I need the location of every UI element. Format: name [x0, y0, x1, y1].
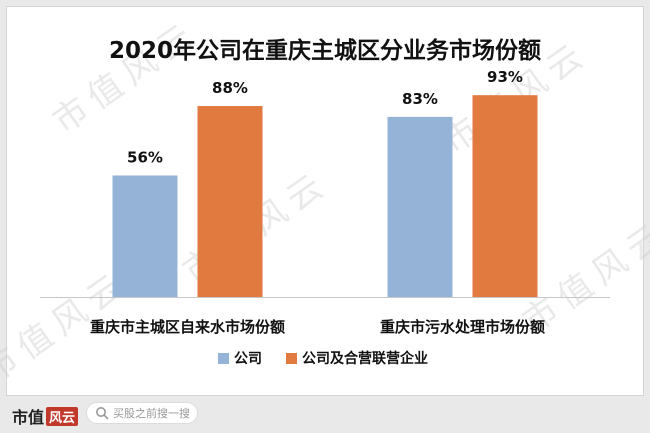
- x-tick-label-1: 重庆市污水处理市场份额: [380, 318, 545, 336]
- legend-label-0: 公司: [234, 351, 262, 367]
- footer: 市值 风云 买股之前搜一搜: [0, 398, 650, 433]
- bar-0-0: [112, 175, 178, 297]
- data-label-0-1: 83%: [402, 90, 438, 108]
- data-label-0-0: 56%: [127, 148, 163, 166]
- search-icon: [96, 407, 109, 420]
- data-label-1-0: 88%: [212, 79, 248, 97]
- bar-1-1: [472, 95, 538, 297]
- chart-card: [6, 6, 644, 396]
- chart-title: 2020年公司在重庆主城区分业务市场份额: [109, 37, 541, 64]
- brand-mark: 风云: [46, 407, 79, 426]
- bar-1-0: [197, 106, 263, 297]
- legend-swatch-0: [218, 353, 229, 364]
- brand-text: 市值: [12, 408, 45, 427]
- brand-logo: 市值 风云: [12, 404, 79, 428]
- bar-0-1: [387, 116, 453, 297]
- bars-group: 56% 88% 83% 93%: [112, 68, 538, 297]
- x-tick-labels: 重庆市主城区自来水市场份额 重庆市污水处理市场份额: [90, 318, 545, 336]
- legend: 公司 公司及合营联营企业: [218, 350, 428, 367]
- search-placeholder: 买股之前搜一搜: [113, 407, 190, 420]
- search-box[interactable]: 买股之前搜一搜: [86, 402, 198, 424]
- data-label-1-1: 93%: [487, 68, 523, 86]
- bar-chart: 2020年公司在重庆主城区分业务市场份额 56% 88% 83% 93% 重庆市主城区…: [40, 37, 610, 367]
- legend-label-1: 公司及合营联营企业: [302, 350, 428, 367]
- legend-swatch-1: [286, 353, 297, 364]
- x-tick-label-0: 重庆市主城区自来水市场份额: [90, 318, 285, 336]
